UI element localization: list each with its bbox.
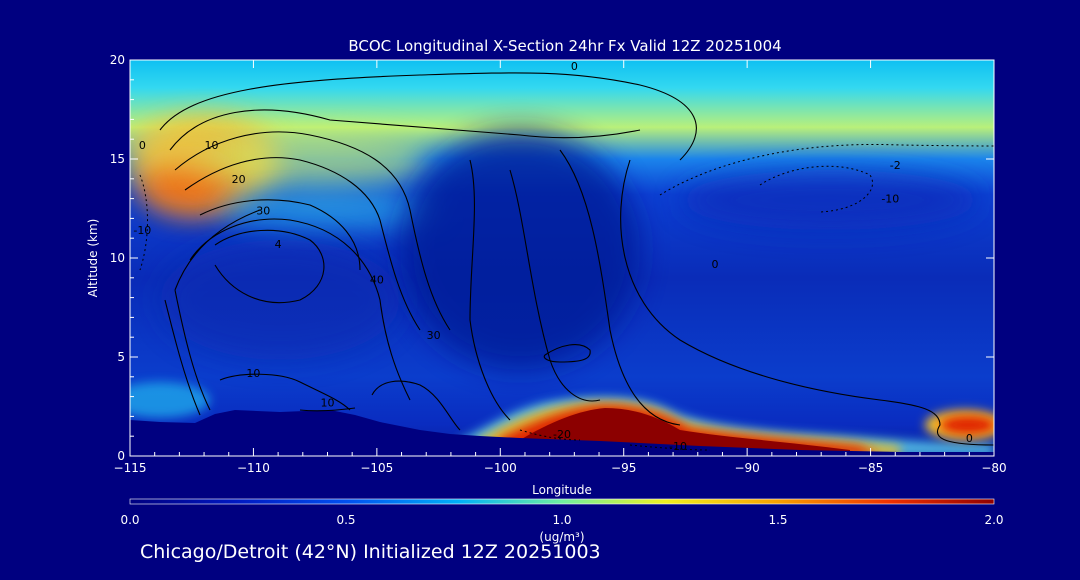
x-tick-label: −80 [981,461,1006,475]
y-tick-label: 0 [117,449,125,463]
x-tick-label: −90 [734,461,759,475]
contour-label: -20 [553,428,571,441]
y-tick-label: 15 [110,152,125,166]
contour-label: 30 [427,329,441,342]
x-tick-label: −115 [114,461,147,475]
x-tick-label: −100 [484,461,517,475]
contour-label: 0 [571,60,578,73]
x-tick-label: −110 [237,461,270,475]
y-tick-label: 5 [117,350,125,364]
contour-label: 10 [246,367,260,380]
contour-label: 0 [712,258,719,271]
x-axis: −115 −110 −105 −100 −95 −90 −85 −80 [114,60,1007,475]
contour-label: 4 [275,238,282,251]
colorbar-tick-label: 2.0 [984,513,1003,527]
x-axis-label: Longitude [532,483,592,497]
y-axis: 0 5 10 15 20 [110,53,994,463]
chart-title: BCOC Longitudinal X-Section 24hr Fx Vali… [348,37,781,55]
colorbar-tick-label: 1.5 [768,513,787,527]
colorbar-unit-label: (ug/m³) [539,530,584,544]
contour-label: 30 [256,204,270,217]
contour-label: 20 [232,173,246,186]
colorbar-ticks: 0.0 0.5 1.0 1.5 2.0 [120,513,1003,527]
contour-label: 10 [204,139,218,152]
y-tick-label: 10 [110,251,125,265]
contour-label: -10 [133,224,151,237]
footer-caption: Chicago/Detroit (42°N) Initialized 12Z 2… [140,541,601,563]
contour-label: -10 [881,193,899,206]
contour-label: 40 [370,274,384,287]
x-tick-label: −95 [611,461,636,475]
colorbar-tick-label: 1.0 [552,513,571,527]
colorbar [129,498,995,505]
contour-label: -10 [669,440,687,453]
y-axis-label: Altitude (km) [86,219,100,298]
colorbar-tick-label: 0.0 [120,513,139,527]
y-tick-label: 20 [110,53,125,67]
contour-label: -2 [890,159,901,172]
contour-label: 10 [320,397,334,410]
x-tick-label: −105 [360,461,393,475]
colorbar-tick-label: 0.5 [336,513,355,527]
contour-label: 0 [139,139,146,152]
contour-label: 0 [966,432,973,445]
x-tick-label: −85 [858,461,883,475]
